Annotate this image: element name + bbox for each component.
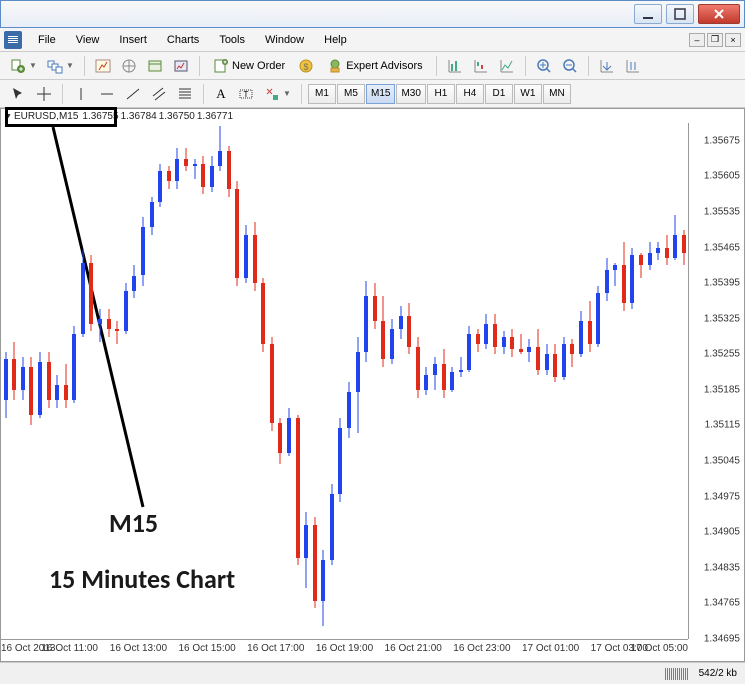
- menu-window[interactable]: Window: [255, 31, 314, 49]
- ohlc-l: 1.36750: [159, 111, 195, 122]
- menu-help[interactable]: Help: [314, 31, 357, 49]
- new-order-label: New Order: [232, 60, 285, 72]
- crosshair-button[interactable]: [32, 83, 56, 105]
- y-tick: 1.35535: [704, 206, 740, 217]
- menu-charts[interactable]: Charts: [157, 31, 209, 49]
- app-icon: [4, 31, 22, 49]
- label-button[interactable]: T: [234, 83, 258, 105]
- x-tick: 16 Oct 19:00: [316, 643, 373, 654]
- y-tick: 1.34695: [704, 634, 740, 645]
- toolbar-draw: A T ▼ M1M5M15M30H1H4D1W1MN: [0, 80, 745, 108]
- meta-button[interactable]: $: [294, 55, 318, 77]
- chart-symbol-info: ▼ EURUSD,M15 1.36755 1.36784 1.36750 1.3…: [5, 111, 233, 122]
- minimize-button[interactable]: [634, 4, 662, 24]
- expert-label: Expert Advisors: [346, 60, 422, 72]
- profiles-button[interactable]: ▼: [43, 55, 78, 77]
- maximize-button[interactable]: [666, 4, 694, 24]
- indicator-1-button[interactable]: [443, 55, 467, 77]
- timeframe-h1[interactable]: H1: [427, 84, 455, 104]
- timeframe-m15[interactable]: M15: [366, 84, 395, 104]
- x-tick: 16 Oct 11:00: [41, 643, 98, 654]
- timeframe-w1[interactable]: W1: [514, 84, 542, 104]
- statusbar: 542/2 kb: [0, 662, 745, 684]
- y-tick: 1.35675: [704, 135, 740, 146]
- vline-button[interactable]: [69, 83, 93, 105]
- svg-text:$: $: [304, 62, 309, 72]
- timeframe-mn[interactable]: MN: [543, 84, 571, 104]
- indicator-2-button[interactable]: [469, 55, 493, 77]
- ohlc-h: 1.36784: [121, 111, 157, 122]
- zoom-out-button[interactable]: [558, 55, 582, 77]
- status-kb: 542/2 kb: [699, 668, 737, 679]
- cursor-button[interactable]: [6, 83, 30, 105]
- menu-insert[interactable]: Insert: [109, 31, 157, 49]
- y-tick: 1.35185: [704, 384, 740, 395]
- y-tick: 1.35325: [704, 313, 740, 324]
- new-chart-button[interactable]: ▼: [6, 55, 41, 77]
- fibo-button[interactable]: [173, 83, 197, 105]
- x-tick: 16 Oct 15:00: [178, 643, 235, 654]
- text-button[interactable]: A: [210, 83, 232, 105]
- market-watch-button[interactable]: [91, 55, 115, 77]
- y-tick: 1.34975: [704, 491, 740, 502]
- chart-area[interactable]: ▼ EURUSD,M15 1.36755 1.36784 1.36750 1.3…: [0, 108, 745, 662]
- timeframe-m1[interactable]: M1: [308, 84, 336, 104]
- connection-icon: [665, 668, 689, 680]
- timeframe-m30[interactable]: M30: [396, 84, 425, 104]
- timeframe-m5[interactable]: M5: [337, 84, 365, 104]
- menu-file[interactable]: File: [28, 31, 66, 49]
- y-tick: 1.35115: [705, 420, 740, 431]
- close-button[interactable]: [698, 4, 740, 24]
- x-tick: 17 Oct 01:00: [522, 643, 579, 654]
- autoscroll-button[interactable]: [595, 55, 619, 77]
- menubar: FileViewInsertChartsToolsWindowHelp – ❐ …: [0, 28, 745, 52]
- ohlc-o: 1.36755: [82, 111, 118, 122]
- symbol-label: EURUSD,M15: [14, 111, 78, 122]
- y-tick: 1.35395: [704, 278, 740, 289]
- y-tick: 1.35255: [704, 349, 740, 360]
- expert-advisors-button[interactable]: Expert Advisors: [320, 55, 429, 77]
- hline-button[interactable]: [95, 83, 119, 105]
- x-axis: 16 Oct 201316 Oct 11:0016 Oct 13:0016 Oc…: [1, 639, 688, 661]
- channel-button[interactable]: [147, 83, 171, 105]
- toolbar-main: ▼ ▼ New Order $ Expert Advisors: [0, 52, 745, 80]
- terminal-button[interactable]: [143, 55, 167, 77]
- y-tick: 1.35465: [704, 242, 740, 253]
- y-tick: 1.35605: [704, 171, 740, 182]
- shapes-button[interactable]: ▼: [260, 83, 295, 105]
- timeframe-h4[interactable]: H4: [456, 84, 484, 104]
- y-tick: 1.34835: [704, 562, 740, 573]
- navigator-button[interactable]: [117, 55, 141, 77]
- x-tick: 16 Oct 23:00: [453, 643, 510, 654]
- x-tick: 16 Oct 13:00: [110, 643, 167, 654]
- titlebar: [0, 0, 745, 28]
- y-axis: 1.35675 1.35605 1.35535 1.35465 1.35395 1.353…: [688, 123, 744, 639]
- dropdown-icon: ▼: [5, 113, 12, 120]
- plot-canvas: [1, 123, 688, 639]
- indicator-3-button[interactable]: [495, 55, 519, 77]
- ohlc-c: 1.36771: [197, 111, 233, 122]
- shift-button[interactable]: [621, 55, 645, 77]
- x-tick: 16 Oct 21:00: [385, 643, 442, 654]
- child-restore-button[interactable]: ❐: [707, 33, 723, 47]
- y-tick: 1.35045: [704, 456, 740, 467]
- menu-view[interactable]: View: [66, 31, 110, 49]
- trendline-button[interactable]: [121, 83, 145, 105]
- zoom-in-button[interactable]: [532, 55, 556, 77]
- y-tick: 1.34905: [704, 527, 740, 538]
- y-tick: 1.34765: [704, 598, 740, 609]
- new-order-button[interactable]: New Order: [206, 55, 292, 77]
- menu-tools[interactable]: Tools: [209, 31, 255, 49]
- tester-button[interactable]: [169, 55, 193, 77]
- child-close-button[interactable]: ×: [725, 33, 741, 47]
- x-tick: 16 Oct 17:00: [247, 643, 304, 654]
- child-minimize-button[interactable]: –: [689, 33, 705, 47]
- timeframe-d1[interactable]: D1: [485, 84, 513, 104]
- svg-text:T: T: [244, 90, 249, 99]
- x-tick: 17 Oct 05:00: [631, 643, 688, 654]
